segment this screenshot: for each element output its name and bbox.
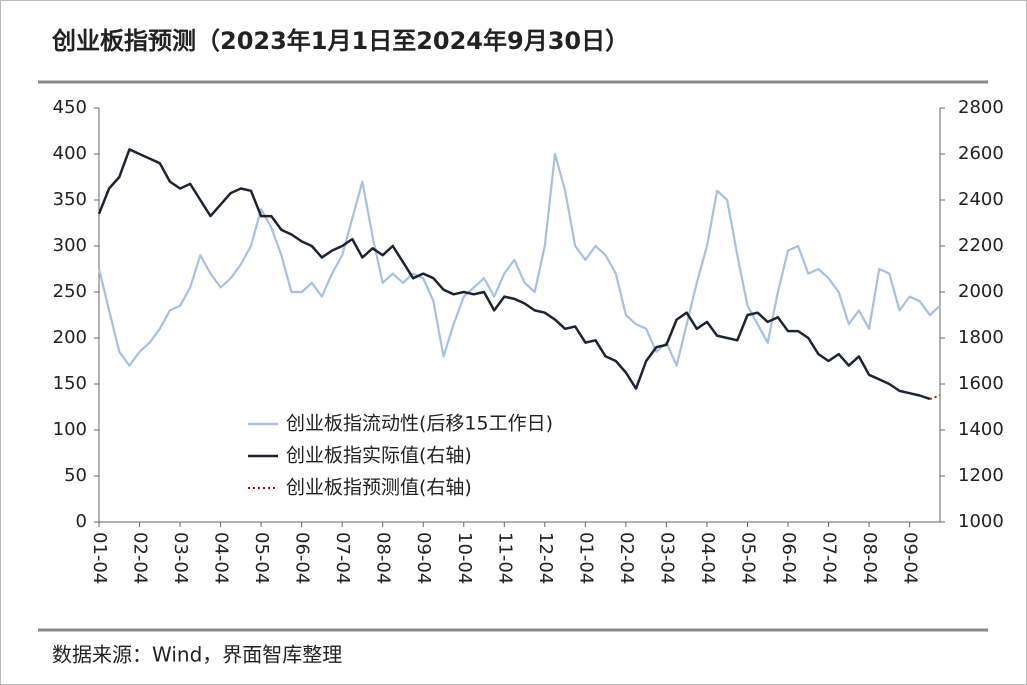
x-tick-label: 08-04 bbox=[373, 532, 394, 584]
y2-tick-label: 1400 bbox=[958, 419, 1004, 440]
x-tick-label: 07-04 bbox=[819, 532, 840, 584]
series-line bbox=[97, 148, 931, 401]
y-tick-label: 150 bbox=[53, 373, 87, 394]
y2-tick-label: 2600 bbox=[958, 143, 1004, 164]
y-tick-label: 100 bbox=[53, 419, 87, 440]
y-tick-label: 250 bbox=[53, 281, 87, 302]
x-tick-label: 02-04 bbox=[616, 532, 637, 584]
y2-tick-label: 2400 bbox=[958, 189, 1004, 210]
legend-label: 创业板指流动性(后移15工作日) bbox=[286, 413, 553, 435]
x-tick-label: 10-04 bbox=[454, 532, 475, 584]
y-tick-label: 300 bbox=[53, 235, 87, 256]
y2-tick-label: 1000 bbox=[958, 511, 1004, 532]
legend-label: 创业板指实际值(右轴) bbox=[286, 445, 472, 467]
x-tick-label: 07-04 bbox=[332, 532, 353, 584]
x-tick-label: 12-04 bbox=[535, 532, 556, 584]
x-tick-label: 03-04 bbox=[170, 532, 191, 584]
y-tick-label: 50 bbox=[64, 465, 87, 486]
legend-label: 创业板指预测值(右轴) bbox=[286, 477, 472, 499]
series-line bbox=[929, 394, 941, 400]
x-tick-label: 06-04 bbox=[778, 532, 799, 584]
y2-tick-label: 2200 bbox=[958, 235, 1004, 256]
y2-tick-label: 2800 bbox=[958, 97, 1004, 118]
x-tick-label: 03-04 bbox=[656, 532, 677, 584]
x-tick-label: 08-04 bbox=[859, 532, 880, 584]
series-line bbox=[97, 152, 941, 367]
y2-tick-label: 1600 bbox=[958, 373, 1004, 394]
x-tick-label: 04-04 bbox=[697, 532, 718, 584]
x-tick-label: 05-04 bbox=[737, 532, 758, 584]
y-tick-label: 350 bbox=[53, 189, 87, 210]
y2-tick-label: 1800 bbox=[958, 327, 1004, 348]
y-tick-label: 450 bbox=[53, 97, 87, 118]
x-tick-label: 09-04 bbox=[900, 532, 921, 584]
x-tick-label: 02-04 bbox=[130, 532, 151, 584]
x-tick-label: 05-04 bbox=[251, 532, 272, 584]
source-note: 数据来源：Wind，界面智库整理 bbox=[52, 643, 342, 667]
y-tick-label: 200 bbox=[53, 327, 87, 348]
x-tick-label: 09-04 bbox=[413, 532, 434, 584]
y2-tick-label: 1200 bbox=[958, 465, 1004, 486]
x-tick-label: 01-04 bbox=[575, 532, 596, 584]
y2-tick-label: 2000 bbox=[958, 281, 1004, 302]
y-tick-label: 0 bbox=[76, 511, 87, 532]
x-tick-label: 06-04 bbox=[292, 532, 313, 584]
x-tick-label: 04-04 bbox=[211, 532, 232, 584]
y-tick-label: 400 bbox=[53, 143, 87, 164]
x-tick-label: 11-04 bbox=[494, 532, 515, 584]
chart-title: 创业板指预测（2023年1月1日至2024年9月30日） bbox=[51, 27, 629, 55]
x-tick-label: 01-04 bbox=[89, 532, 110, 584]
